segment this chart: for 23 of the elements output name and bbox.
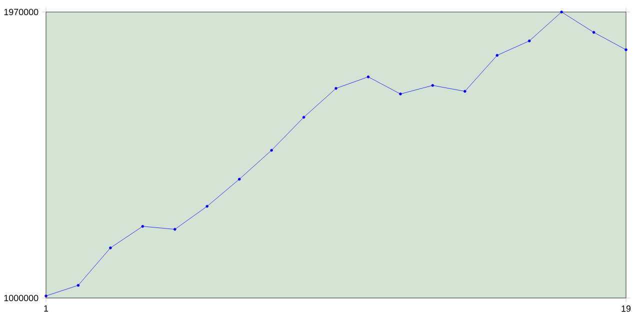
point [399, 92, 402, 96]
point [173, 228, 176, 231]
point [302, 116, 306, 119]
y-tick-label: 1000000 [4, 294, 38, 302]
point [366, 75, 370, 78]
point [592, 30, 596, 34]
point [431, 84, 434, 87]
point [44, 294, 48, 298]
point [560, 10, 563, 14]
x-tick-label: 19 [622, 305, 631, 312]
point [528, 40, 531, 42]
y-tick-label: 1970000 [4, 8, 38, 16]
point [76, 284, 80, 287]
point [334, 86, 338, 90]
point [206, 204, 209, 208]
point [141, 224, 144, 228]
x-tick-label: 1 [44, 305, 48, 312]
point [238, 178, 241, 181]
point [624, 48, 628, 52]
point [496, 54, 499, 57]
point [464, 90, 466, 93]
point [109, 246, 112, 250]
point [270, 148, 273, 152]
